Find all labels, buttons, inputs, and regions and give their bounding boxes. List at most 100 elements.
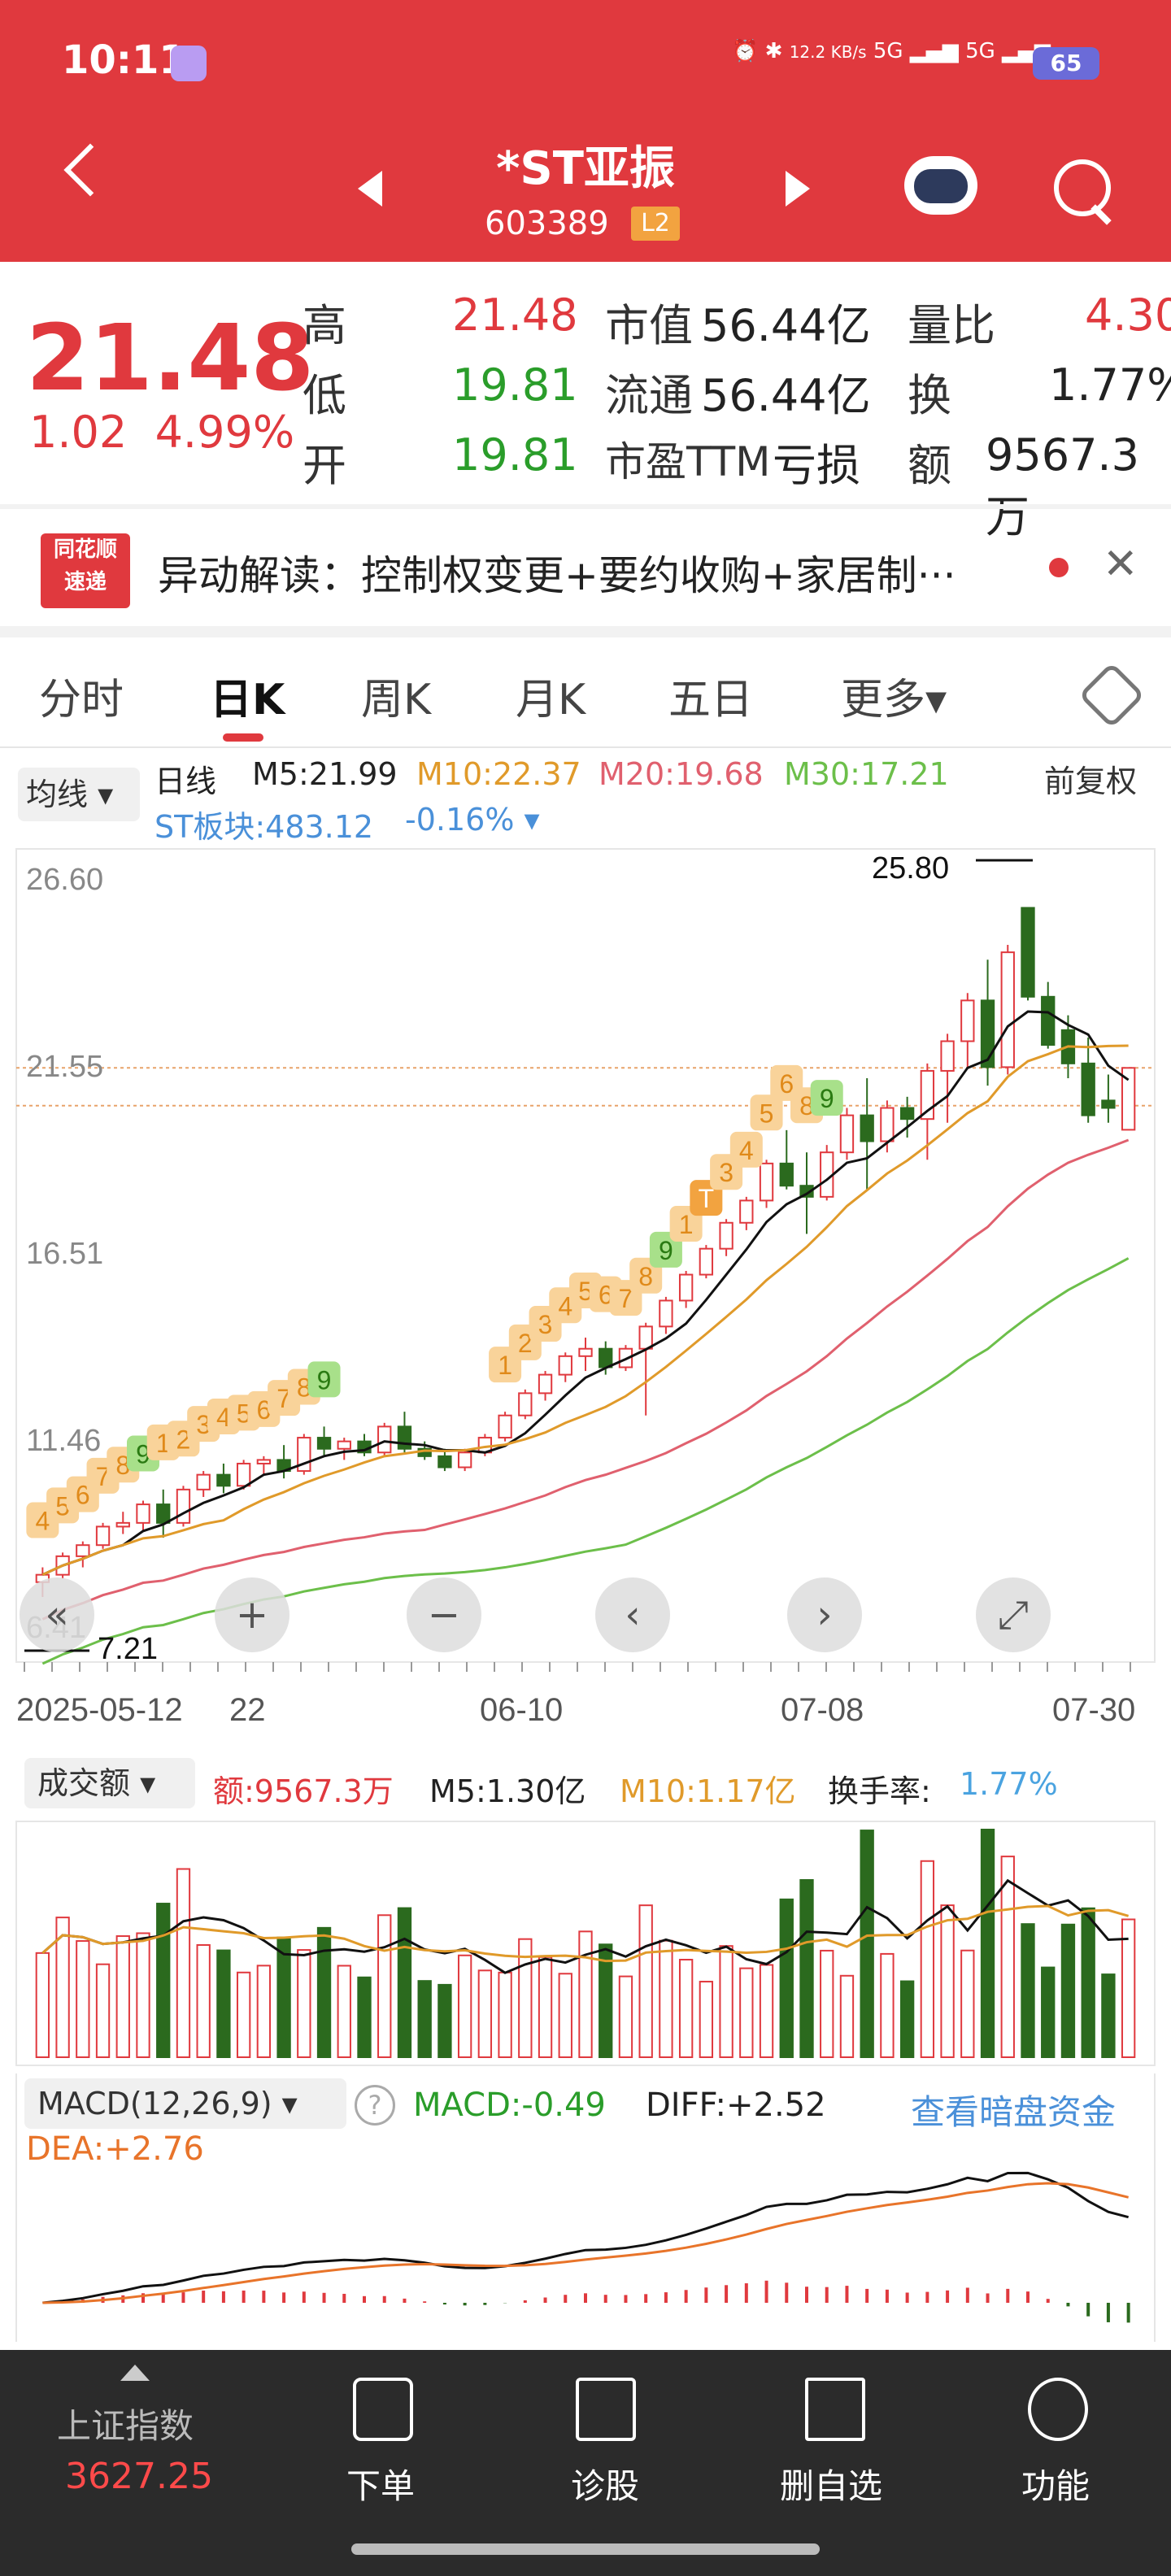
change-abs: 1.02 — [29, 407, 128, 458]
nine-turn-tag-label: 5 — [55, 1491, 70, 1521]
ma10-line — [41, 1044, 1129, 1577]
turnover-value: 1.77% — [1049, 359, 1171, 411]
settings-icon[interactable] — [1077, 661, 1146, 729]
zoom-out-icon-glyph: − — [428, 1592, 460, 1638]
news-headline[interactable]: 异动解读：控制权变更+要约收购+家居制··· — [158, 552, 956, 599]
macd-indicator-select[interactable]: MACD(12,26,9) ▾ — [24, 2078, 346, 2129]
diagnose-icon[interactable] — [576, 2378, 636, 2441]
vr-value: 4.30 — [1085, 289, 1171, 341]
prev-stock-icon[interactable] — [358, 171, 382, 207]
l2-badge[interactable]: L2 — [631, 207, 680, 241]
tab-five-day[interactable]: 五日 — [668, 676, 754, 724]
candle-body — [880, 1107, 895, 1142]
divider — [0, 746, 1171, 748]
sector-index[interactable]: ST板块:483.12 — [155, 809, 374, 845]
candle-body — [638, 1325, 653, 1350]
nav-order[interactable]: 下单 — [346, 2466, 415, 2506]
sector-change[interactable]: -0.16% ▾ — [405, 802, 540, 838]
volume-bar — [55, 1917, 70, 2058]
next-stock-icon[interactable] — [786, 171, 810, 207]
y-tick-label: 21.55 — [26, 1050, 103, 1084]
volume-bar — [316, 1926, 332, 2059]
scroll-left-icon[interactable] — [595, 1577, 670, 1652]
candle-body — [699, 1247, 714, 1276]
menu-icon[interactable] — [1028, 2378, 1088, 2441]
candle-body — [1101, 1099, 1116, 1109]
help-icon[interactable]: ? — [355, 2085, 395, 2126]
nine-turn-tag-label: T — [699, 1184, 715, 1213]
indicator-select[interactable]: 均线 ▾ — [18, 768, 140, 821]
open-label: 开 — [303, 440, 346, 491]
float-label: 流通 — [605, 370, 693, 421]
scroll-left-icon-glyph: ‹ — [625, 1592, 640, 1638]
dark-pool-link[interactable]: 查看暗盘资金 — [911, 2092, 1117, 2132]
ma30-line — [41, 1257, 1130, 1665]
zoom-out-left-icon-glyph: « — [45, 1592, 68, 1638]
volume-indicator-select[interactable]: 成交额 ▾ — [24, 1758, 195, 1808]
remove-watchlist-icon[interactable] — [805, 2378, 865, 2441]
volume-bar — [477, 1969, 493, 2059]
volume-bar — [156, 1903, 171, 2058]
candle-body — [176, 1488, 191, 1524]
nav-remove-watchlist[interactable]: 删自选 — [779, 2466, 882, 2506]
nine-turn-tag — [750, 1094, 783, 1131]
open-value: 19.81 — [452, 429, 578, 481]
tab-monthly-k[interactable]: 月K — [516, 676, 586, 724]
volume-ma10-line — [41, 1904, 1130, 1963]
candle-body — [960, 999, 975, 1042]
high-value: 21.48 — [452, 289, 578, 341]
candle-body — [95, 1525, 111, 1547]
volume-bar — [297, 1949, 311, 2058]
nav-functions[interactable]: 功能 — [1021, 2466, 1090, 2506]
tab-weekly-k[interactable]: 周K — [361, 676, 432, 724]
tab-intraday[interactable]: 分时 — [39, 676, 124, 724]
scroll-right-icon[interactable] — [787, 1577, 862, 1652]
volume-bar — [839, 1974, 855, 2059]
nine-turn-tag-label: 7 — [619, 1284, 633, 1313]
zoom-out-icon[interactable] — [407, 1577, 481, 1652]
candle-body — [457, 1451, 472, 1469]
zoom-out-left-icon[interactable] — [20, 1577, 94, 1652]
adjust-mode[interactable]: 前复权 — [1044, 764, 1138, 799]
close-icon[interactable]: ✕ — [1103, 540, 1138, 589]
nine-turn-tag-label: 8 — [297, 1373, 311, 1403]
volume-bar — [176, 1868, 191, 2059]
volume-bar — [558, 1973, 572, 2058]
zoom-in-icon[interactable] — [215, 1577, 289, 1652]
volume-bar — [1000, 1856, 1015, 2059]
ma5-line — [41, 1010, 1130, 1577]
alarm-icon: ⏰ — [732, 39, 759, 63]
nine-turn-tag-label: 3 — [719, 1158, 734, 1187]
nine-turn-tag-label: 3 — [196, 1410, 211, 1439]
expand-up-icon[interactable] — [120, 2365, 150, 2381]
volume-bar — [437, 1983, 452, 2059]
y-tick-label: 26.60 — [26, 863, 103, 897]
search-icon[interactable] — [1054, 159, 1111, 216]
fullscreen-icon[interactable] — [976, 1577, 1051, 1652]
nine-turn-tag-label: 8 — [638, 1262, 653, 1291]
mcap-label: 市值 — [605, 300, 693, 351]
x-tick-label: 07-08 — [781, 1692, 864, 1728]
amount-value: 9567.3万 — [986, 429, 1139, 542]
order-icon[interactable] — [353, 2378, 413, 2441]
volume-bar — [397, 1907, 412, 2059]
volume-bar — [1121, 1918, 1136, 2059]
back-icon[interactable] — [63, 143, 117, 197]
index-name[interactable]: 上证指数 — [57, 2406, 194, 2446]
nine-turn-tag-label: 7 — [96, 1462, 111, 1491]
candle-body — [759, 1162, 774, 1202]
volume-bar — [457, 1954, 472, 2059]
nav-diagnose[interactable]: 诊股 — [570, 2466, 639, 2506]
volume-bar — [216, 1949, 231, 2058]
tab-more[interactable]: 更多▾ — [841, 676, 947, 724]
candle-body — [799, 1185, 814, 1198]
tab-daily-k[interactable]: 日K — [210, 676, 285, 724]
nine-turn-tag-label: 4 — [35, 1507, 50, 1536]
dea-line — [42, 2182, 1129, 2304]
home-indicator — [351, 2543, 820, 2555]
ma10-value: M10:22.37 — [416, 756, 581, 792]
stock-code: 603389 — [485, 205, 609, 242]
turnover-label: 换 — [908, 370, 951, 421]
candle-body — [76, 1544, 90, 1557]
